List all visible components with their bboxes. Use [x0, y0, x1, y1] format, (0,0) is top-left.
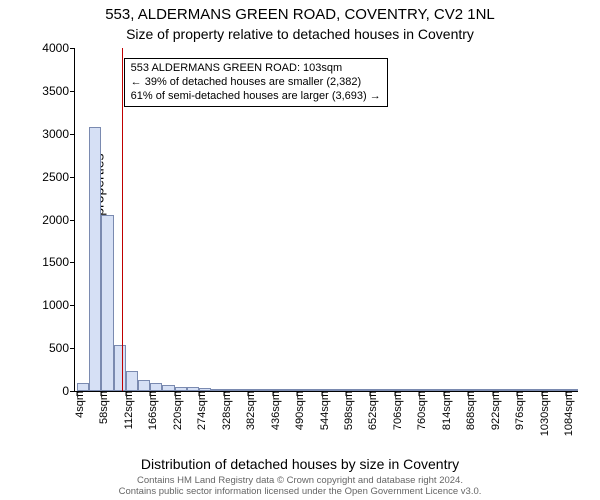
histogram-bar [334, 389, 346, 391]
y-tick-label: 0 [25, 384, 69, 398]
x-tick-label: 436sqm [264, 391, 282, 430]
y-tick-mark [70, 220, 75, 221]
histogram-bar [468, 389, 480, 391]
histogram-bar [383, 389, 395, 391]
histogram-bar [517, 389, 529, 391]
annotation-line: 553 ALDERMANS GREEN ROAD: 103sqm [131, 62, 381, 76]
annotation-box: 553 ALDERMANS GREEN ROAD: 103sqm← 39% of… [124, 58, 388, 107]
y-tick-label: 500 [25, 341, 69, 355]
x-tick-label: 58sqm [92, 391, 110, 424]
x-tick-label: 274sqm [190, 391, 208, 430]
histogram-bar [456, 389, 468, 391]
histogram-bar [260, 389, 272, 391]
chart-title-line1: 553, ALDERMANS GREEN ROAD, COVENTRY, CV2… [0, 6, 600, 23]
histogram-bar [542, 389, 554, 391]
histogram-bar [530, 389, 542, 391]
reference-line [122, 48, 123, 391]
x-axis-label: Distribution of detached houses by size … [0, 456, 600, 472]
x-tick-label: 220sqm [166, 391, 184, 430]
x-tick-label: 922sqm [484, 391, 502, 430]
y-tick-label: 1500 [25, 255, 69, 269]
y-tick-mark [70, 348, 75, 349]
x-tick-label: 4sqm [68, 391, 86, 418]
y-tick-mark [70, 48, 75, 49]
y-tick-mark [70, 305, 75, 306]
y-tick-mark [70, 262, 75, 263]
x-tick-label: 328sqm [215, 391, 233, 430]
y-tick-label: 3500 [25, 84, 69, 98]
chart-container: 553, ALDERMANS GREEN ROAD, COVENTRY, CV2… [0, 0, 600, 500]
histogram-bar [187, 387, 199, 391]
x-tick-label: 706sqm [386, 391, 404, 430]
x-tick-label: 868sqm [459, 391, 477, 430]
histogram-bar [297, 389, 309, 391]
histogram-bar [554, 389, 566, 391]
annotation-line: ← 39% of detached houses are smaller (2,… [131, 76, 381, 90]
x-tick-label: 544sqm [313, 391, 331, 430]
annotation-line: 61% of semi-detached houses are larger (… [131, 90, 381, 104]
x-tick-label: 112sqm [117, 391, 135, 429]
plot-area: 050010001500200025003000350040004sqm58sq… [74, 48, 578, 392]
histogram-bar [322, 389, 334, 391]
chart-title-line2: Size of property relative to detached ho… [0, 26, 600, 42]
y-tick-label: 1000 [25, 298, 69, 312]
histogram-bar [138, 380, 150, 391]
histogram-bar [370, 389, 382, 391]
histogram-bar [101, 215, 113, 391]
histogram-bar [77, 383, 89, 391]
histogram-bar [150, 383, 162, 391]
x-tick-label: 976sqm [508, 391, 526, 430]
x-tick-label: 652sqm [361, 391, 379, 430]
x-tick-label: 1084sqm [557, 391, 575, 436]
histogram-bar [273, 389, 285, 391]
histogram-bar [493, 389, 505, 391]
histogram-bar [248, 389, 260, 391]
x-tick-label: 598sqm [337, 391, 355, 430]
histogram-bar [419, 389, 431, 391]
x-tick-label: 814sqm [435, 391, 453, 430]
y-tick-label: 4000 [25, 41, 69, 55]
histogram-bar [566, 389, 578, 391]
x-tick-label: 382sqm [239, 391, 257, 430]
histogram-bar [407, 389, 419, 391]
histogram-bar [114, 345, 126, 391]
histogram-bar [346, 389, 358, 391]
y-tick-label: 3000 [25, 127, 69, 141]
x-tick-label: 490sqm [288, 391, 306, 430]
histogram-bar [175, 387, 187, 391]
y-tick-label: 2000 [25, 213, 69, 227]
histogram-bar [211, 389, 223, 391]
footer-line1: Contains HM Land Registry data © Crown c… [137, 475, 463, 486]
footer-line2: Contains public sector information licen… [119, 486, 482, 497]
histogram-bar [285, 389, 297, 391]
histogram-bar [162, 385, 174, 391]
histogram-bar [505, 389, 517, 391]
x-tick-label: 166sqm [141, 391, 159, 430]
histogram-bar [236, 389, 248, 391]
y-tick-label: 2500 [25, 170, 69, 184]
histogram-bar [309, 389, 321, 391]
histogram-bar [432, 389, 444, 391]
x-tick-label: 1030sqm [533, 391, 551, 436]
histogram-bar [89, 127, 101, 391]
histogram-bar [395, 389, 407, 391]
y-tick-mark [70, 177, 75, 178]
histogram-bar [126, 371, 138, 391]
x-tick-label: 760sqm [410, 391, 428, 430]
histogram-bar [444, 389, 456, 391]
histogram-bar [199, 388, 211, 391]
y-tick-mark [70, 134, 75, 135]
histogram-bar [358, 389, 370, 391]
y-tick-mark [70, 91, 75, 92]
attribution-footer: Contains HM Land Registry data © Crown c… [0, 476, 600, 498]
histogram-bar [481, 389, 493, 391]
histogram-bar [224, 389, 236, 391]
